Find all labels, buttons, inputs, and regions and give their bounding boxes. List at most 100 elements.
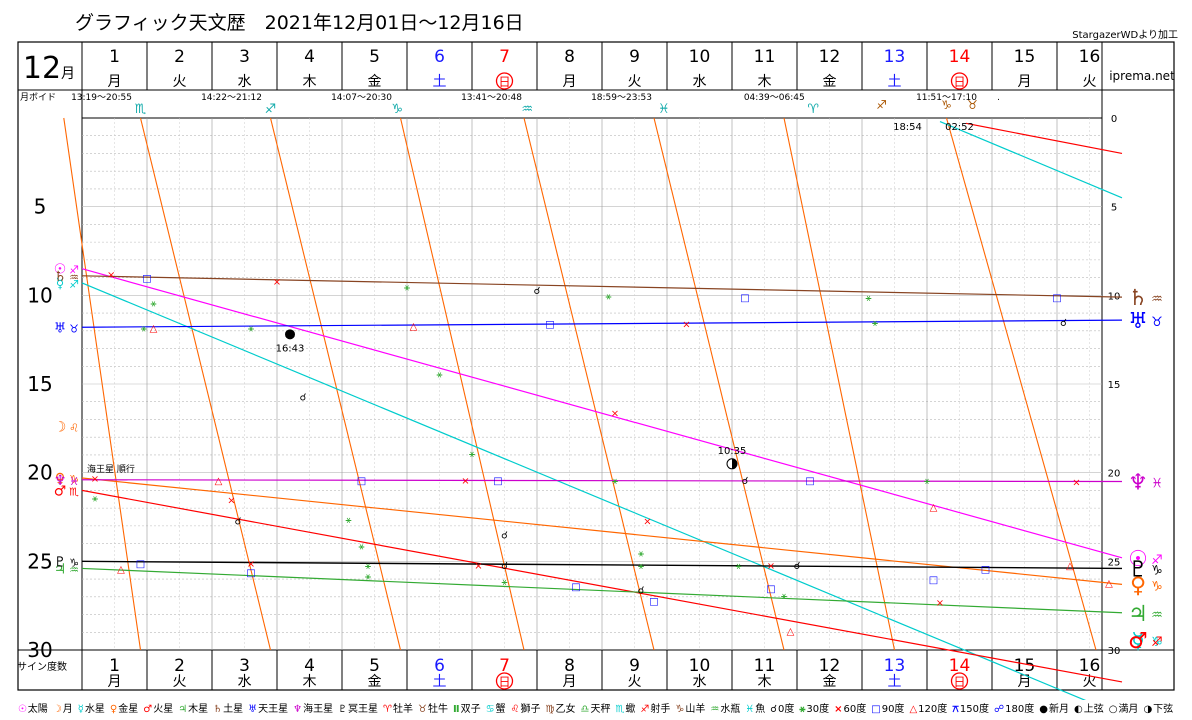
aspect-mark: × xyxy=(273,277,281,288)
aspect-mark: × xyxy=(611,408,619,419)
day-weekday: 木 xyxy=(758,74,772,90)
aspect-mark: × xyxy=(461,476,469,487)
neptune-left-sign: ♓ xyxy=(69,475,79,488)
axis-footer-label: サイン度数 xyxy=(17,660,67,673)
day-number: 6 xyxy=(434,47,445,67)
uranus-right-glyph: ♅ xyxy=(1128,309,1148,334)
day-weekday: 土 xyxy=(888,674,902,690)
right-tick: 25 xyxy=(1108,557,1121,568)
jupiter-left-sign: ♒ xyxy=(69,563,79,576)
day-number: 5 xyxy=(369,656,380,676)
moon-line xyxy=(269,117,402,651)
legend-label: 海王星 xyxy=(303,704,334,715)
aspect-mark: □ xyxy=(740,293,749,304)
day-weekday: 月 xyxy=(563,74,577,90)
legend-item: ♏蠍 xyxy=(614,700,637,718)
void-sign: ♒ xyxy=(521,102,533,117)
aspect-mark: ⚹ xyxy=(92,493,98,504)
legend-glyph: ♑ xyxy=(675,704,685,715)
aspect-mark: ☌ xyxy=(742,476,749,487)
day-weekday: 日 xyxy=(498,675,510,689)
legend-item: ♃木星 xyxy=(177,700,210,718)
day-weekday: 土 xyxy=(888,74,902,90)
aspect-mark: △ xyxy=(1105,579,1113,590)
legend-label: 天秤 xyxy=(590,704,611,715)
legend-label: 双子 xyxy=(460,704,481,715)
moon-line xyxy=(945,117,1097,651)
legend-glyph: ♀ xyxy=(109,704,118,715)
left-tick: 15 xyxy=(27,372,52,396)
legend-glyph: ♐ xyxy=(640,704,650,715)
aspect-mark: ☌ xyxy=(501,531,508,542)
legend-item: ♑山羊 xyxy=(674,700,707,718)
sunday-circle xyxy=(495,672,514,690)
aspect-mark: × xyxy=(767,561,775,572)
void-sign: ♈ xyxy=(807,102,819,117)
legend-glyph: Ⅱ xyxy=(452,704,460,715)
day-number: 7 xyxy=(499,47,510,67)
day-number: 12 xyxy=(819,47,841,67)
legend-glyph: ♇ xyxy=(338,704,348,715)
new-moon-marker xyxy=(285,329,295,340)
jupiter-left-glyph: ♃ xyxy=(54,561,67,577)
right-tick: 0 xyxy=(1111,114,1117,125)
credit-text: StargazerWDより加工 xyxy=(1072,30,1178,41)
day-number: 15 xyxy=(1014,656,1036,676)
legend-label: 魚 xyxy=(755,704,766,715)
day-weekday: 火 xyxy=(1083,74,1097,90)
day-weekday: 日 xyxy=(953,675,965,689)
mars-left-glyph: ♂ xyxy=(54,483,67,499)
void-period: 14:07〜20:30 xyxy=(331,93,392,103)
legend-item: ☌0度 xyxy=(769,700,796,718)
sunday-circle xyxy=(950,672,969,690)
legend-glyph: ♍ xyxy=(545,704,555,715)
top-event-label: 02:52 xyxy=(945,122,974,133)
right-tick: 15 xyxy=(1108,380,1121,391)
legend-label: 蟹 xyxy=(495,704,506,715)
legend-label: 150度 xyxy=(959,704,989,715)
day-number: 10 xyxy=(689,656,711,676)
day-weekday: 月 xyxy=(1018,674,1032,690)
aspect-mark: ☌ xyxy=(794,561,801,572)
neptune-right-glyph: ♆ xyxy=(1128,471,1148,496)
aspect-mark: × xyxy=(247,559,255,570)
day-weekday: 木 xyxy=(303,674,317,690)
void-period: 14:22〜21:12 xyxy=(201,93,262,103)
moon-line xyxy=(783,117,896,651)
day-weekday: 火 xyxy=(628,74,642,90)
mars-left-sign: ♏ xyxy=(69,485,79,498)
day-number: 8 xyxy=(564,47,575,67)
aspect-mark: × xyxy=(91,474,99,485)
legend-glyph: ♉ xyxy=(418,704,427,715)
legend-glyph: ♓ xyxy=(745,704,755,715)
legend-label: 上弦 xyxy=(1083,704,1104,715)
page-title: グラフィック天文歴 2021年12月01日〜12月16日 xyxy=(75,12,524,34)
mercury-left-glyph: ☿ xyxy=(56,276,65,292)
day-number: 11 xyxy=(754,47,776,67)
aspect-mark: ☌ xyxy=(300,392,307,403)
event-label: 16:43 xyxy=(276,343,305,354)
legend-label: 牡羊 xyxy=(393,704,414,715)
mars-right-sign: ♐ xyxy=(1151,635,1163,650)
day-number: 9 xyxy=(629,47,640,67)
legend-item: ♄土星 xyxy=(212,700,245,718)
day-number: 11 xyxy=(754,656,776,676)
legend-glyph: × xyxy=(834,704,843,715)
legend-label: 火星 xyxy=(153,704,174,715)
month-number: 12 xyxy=(23,51,61,86)
day-number: 5 xyxy=(369,47,380,67)
sunday-circle xyxy=(950,72,969,90)
sun-left-sign: ♐ xyxy=(69,264,79,277)
aspect-mark: △ xyxy=(215,476,223,487)
void-period: 11:51〜17:10 xyxy=(916,93,977,103)
legend-glyph: ♏ xyxy=(615,704,625,715)
event-label: 10:35 xyxy=(718,446,747,457)
legend-item: ♐射手 xyxy=(639,700,672,718)
day-number: 13 xyxy=(884,47,906,67)
venus-right-sign: ♑ xyxy=(1151,579,1163,594)
venus-right-glyph: ♀ xyxy=(1130,573,1146,598)
aspect-mark: ⚹ xyxy=(612,476,618,487)
aspect-mark: □ xyxy=(805,476,814,487)
legend-item: ♂火星 xyxy=(142,700,175,718)
mercury-right-glyph: ☿ xyxy=(1131,629,1145,654)
